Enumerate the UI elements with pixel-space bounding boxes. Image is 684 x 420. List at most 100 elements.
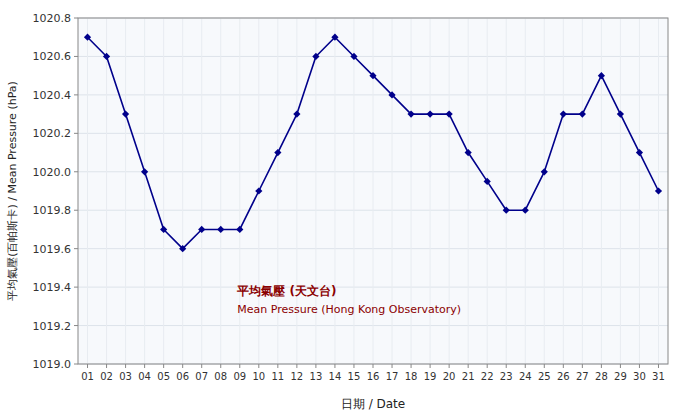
x-grid-line bbox=[620, 18, 621, 364]
x-tick-label: 28 bbox=[595, 371, 608, 382]
x-grid-line bbox=[106, 18, 107, 364]
point-marker bbox=[160, 226, 167, 233]
x-tick-label: 04 bbox=[138, 371, 151, 382]
x-grid-line bbox=[563, 18, 564, 364]
x-grid-line bbox=[601, 18, 602, 364]
x-grid-line bbox=[220, 18, 221, 364]
point-marker bbox=[426, 111, 433, 118]
point-marker bbox=[655, 187, 662, 194]
x-tick-label: 11 bbox=[271, 371, 284, 382]
x-tick-label: 21 bbox=[462, 371, 475, 382]
y-tick bbox=[74, 56, 78, 57]
y-tick-label: 1020.0 bbox=[33, 166, 72, 179]
x-tick-label: 23 bbox=[500, 371, 513, 382]
x-tick bbox=[430, 364, 431, 368]
x-grid-line bbox=[468, 18, 469, 364]
y-tick-label: 1019.8 bbox=[33, 204, 72, 217]
x-tick-label: 30 bbox=[633, 371, 646, 382]
y-tick bbox=[74, 94, 78, 95]
y-tick-label: 1019.4 bbox=[33, 281, 72, 294]
x-tick-label: 01 bbox=[81, 371, 94, 382]
x-grid-line bbox=[639, 18, 640, 364]
x-tick-label: 09 bbox=[233, 371, 246, 382]
x-tick bbox=[658, 364, 659, 368]
y-axis-label: 平均氣壓(百帕斯卡) / Mean Pressure (hPa) bbox=[6, 81, 19, 301]
x-tick bbox=[163, 364, 164, 368]
x-tick-label: 27 bbox=[576, 371, 589, 382]
x-grid-line bbox=[163, 18, 164, 364]
point-marker bbox=[141, 168, 148, 175]
x-tick bbox=[106, 364, 107, 368]
x-tick-label: 12 bbox=[291, 371, 304, 382]
y-tick-label: 1019.6 bbox=[33, 243, 72, 256]
axes: 1019.01019.21019.41019.61019.81020.01020… bbox=[33, 12, 665, 382]
x-tick bbox=[487, 364, 488, 368]
x-grid-line bbox=[525, 18, 526, 364]
x-grid-line bbox=[182, 18, 183, 364]
x-tick bbox=[315, 364, 316, 368]
y-tick bbox=[74, 18, 78, 19]
x-tick-label: 24 bbox=[519, 371, 532, 382]
x-grid-line bbox=[87, 18, 88, 364]
x-tick bbox=[125, 364, 126, 368]
annotation: Mean Pressure (Hong Kong Observatory) bbox=[237, 303, 461, 316]
x-grid-line bbox=[144, 18, 145, 364]
y-tick-label: 1019.2 bbox=[33, 320, 72, 333]
x-tick-label: 20 bbox=[443, 371, 456, 382]
x-tick bbox=[525, 364, 526, 368]
x-axis-label: 日期 / Date bbox=[341, 397, 405, 411]
x-tick-label: 16 bbox=[367, 371, 380, 382]
x-tick-label: 02 bbox=[100, 371, 113, 382]
y-tick bbox=[74, 287, 78, 288]
x-tick bbox=[373, 364, 374, 368]
point-marker bbox=[617, 111, 624, 118]
point-marker bbox=[484, 178, 491, 185]
y-tick bbox=[74, 210, 78, 211]
x-tick bbox=[449, 364, 450, 368]
x-tick bbox=[563, 364, 564, 368]
x-tick bbox=[620, 364, 621, 368]
y-tick bbox=[74, 133, 78, 134]
point-marker bbox=[331, 34, 338, 41]
x-tick bbox=[258, 364, 259, 368]
x-tick-label: 10 bbox=[252, 371, 265, 382]
y-tick bbox=[74, 364, 78, 365]
x-tick-label: 29 bbox=[614, 371, 627, 382]
series-line bbox=[88, 37, 659, 248]
y-tick-label: 1020.4 bbox=[33, 89, 72, 102]
point-marker bbox=[350, 53, 357, 60]
y-tick-label: 1020.2 bbox=[33, 127, 72, 140]
x-tick bbox=[296, 364, 297, 368]
x-tick-label: 26 bbox=[557, 371, 570, 382]
x-tick bbox=[468, 364, 469, 368]
x-tick-label: 06 bbox=[176, 371, 189, 382]
point-marker bbox=[255, 187, 262, 194]
point-marker bbox=[503, 207, 510, 214]
point-marker bbox=[388, 91, 395, 98]
point-marker bbox=[293, 111, 300, 118]
x-tick bbox=[87, 364, 88, 368]
x-tick bbox=[601, 364, 602, 368]
x-tick bbox=[353, 364, 354, 368]
grid bbox=[78, 18, 668, 364]
x-tick-label: 31 bbox=[652, 371, 665, 382]
point-marker bbox=[369, 72, 376, 79]
x-tick bbox=[182, 364, 183, 368]
x-tick-label: 05 bbox=[157, 371, 170, 382]
x-grid-line bbox=[582, 18, 583, 364]
point-marker bbox=[598, 72, 605, 79]
x-grid-line bbox=[487, 18, 488, 364]
point-marker bbox=[465, 149, 472, 156]
x-tick-label: 19 bbox=[424, 371, 437, 382]
point-marker bbox=[274, 149, 281, 156]
point-marker bbox=[312, 53, 319, 60]
plot-background bbox=[78, 18, 668, 364]
y-tick bbox=[74, 325, 78, 326]
x-tick bbox=[392, 364, 393, 368]
x-tick bbox=[277, 364, 278, 368]
x-tick bbox=[582, 364, 583, 368]
y-tick bbox=[74, 248, 78, 249]
y-tick-label: 1020.8 bbox=[33, 12, 72, 25]
y-tick-label: 1020.6 bbox=[33, 50, 72, 63]
y-tick bbox=[74, 171, 78, 172]
